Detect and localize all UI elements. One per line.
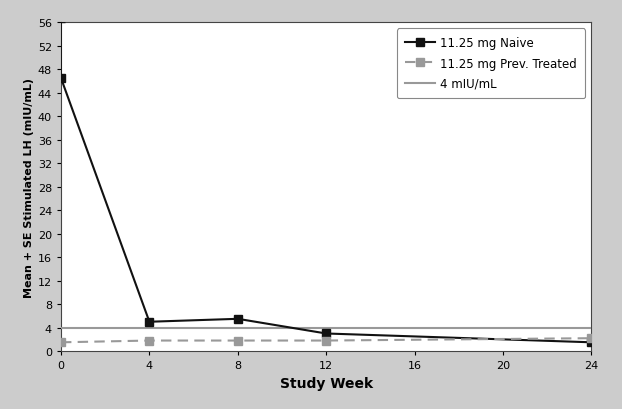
4 mIU/mL [80,326,87,330]
X-axis label: Study Week: Study Week [280,376,373,390]
11.25 mg Naive [322,331,330,336]
Line: 11.25 mg Prev. Treated: 11.25 mg Prev. Treated [57,334,595,346]
11.25 mg Prev. Treated [57,340,65,345]
11.25 mg Prev. Treated [234,338,241,343]
Legend: 11.25 mg Naive, 11.25 mg Prev. Treated, 4 mIU/mL: 11.25 mg Naive, 11.25 mg Prev. Treated, … [397,29,585,99]
Line: 11.25 mg Naive: 11.25 mg Naive [57,75,595,346]
11.25 mg Naive [588,340,595,345]
11.25 mg Naive [234,317,241,321]
4 mIU/mL [57,326,65,330]
Y-axis label: Mean + SE Stimulated LH (mIU/mL): Mean + SE Stimulated LH (mIU/mL) [24,78,34,297]
11.25 mg Naive [146,319,153,324]
11.25 mg Prev. Treated [588,336,595,341]
11.25 mg Prev. Treated [322,338,330,343]
11.25 mg Naive [57,76,65,81]
11.25 mg Prev. Treated [146,338,153,343]
